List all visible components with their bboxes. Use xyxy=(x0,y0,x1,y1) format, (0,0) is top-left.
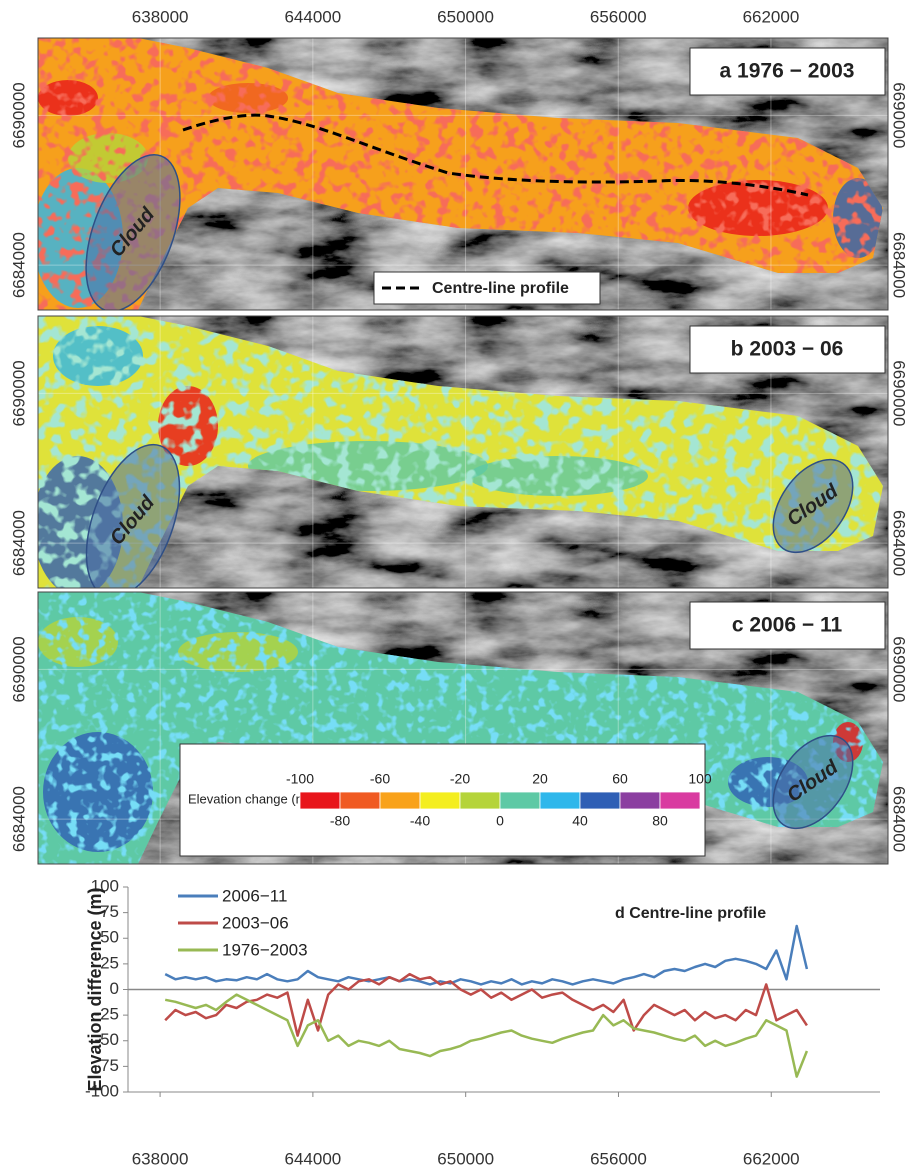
y-tick-label: 6690000 xyxy=(9,360,28,426)
y-tick-label-right: 6684000 xyxy=(890,786,907,852)
x-tick-label: 650000 xyxy=(437,1149,494,1168)
colorbar-title: Elevation change (m) xyxy=(188,791,311,806)
x-tick-label: 638000 xyxy=(132,1149,189,1168)
colorbar-tick-label: -100 xyxy=(286,771,314,787)
x-tick-label: 644000 xyxy=(284,7,341,26)
x-tick-label: 638000 xyxy=(132,7,189,26)
y-axis-title: Elevation difference (m) xyxy=(85,887,105,1091)
x-tick-label: 656000 xyxy=(590,7,647,26)
x-tick-label: 656000 xyxy=(590,1149,647,1168)
colorbar-swatch xyxy=(340,792,380,809)
legend-label: Centre-line profile xyxy=(432,280,569,297)
colorbar-swatch xyxy=(580,792,620,809)
colorbar-swatch xyxy=(660,792,700,809)
y-tick-label-right: 6690000 xyxy=(890,636,907,702)
colorbar-tick-label: -60 xyxy=(370,771,390,787)
y-tick-label: 6684000 xyxy=(9,786,28,852)
colorbar-tick-label: 80 xyxy=(652,813,668,829)
colorbar-tick-label: 100 xyxy=(688,771,712,787)
colorbar-swatch xyxy=(300,792,340,809)
colorbar-tick-label: 0 xyxy=(496,813,504,829)
colorbar-swatch xyxy=(420,792,460,809)
chart-title: d Centre-line profile xyxy=(615,905,766,922)
y-tick-label: 6690000 xyxy=(9,82,28,148)
panel-title: c 2006 − 11 xyxy=(732,614,843,637)
legend-label: 2006−11 xyxy=(222,886,287,905)
panel-title: b 2003 − 06 xyxy=(731,338,844,361)
y-tick-label: 6690000 xyxy=(9,636,28,702)
figure: Clouda 1976 − 2003Centre-line profile638… xyxy=(0,0,907,1173)
colorbar-tick-label: 40 xyxy=(572,813,588,829)
series-line xyxy=(165,995,807,1077)
colorbar-swatch xyxy=(540,792,580,809)
colorbar-swatch xyxy=(620,792,660,809)
x-tick-label: 644000 xyxy=(285,1149,342,1168)
colorbar-tick-label: -80 xyxy=(330,813,350,829)
colorbar-swatch xyxy=(380,792,420,809)
y-tick-label: 0 xyxy=(110,979,119,998)
y-tick-label-right: 6684000 xyxy=(890,510,907,576)
colorbar-swatch xyxy=(460,792,500,809)
y-tick-label: 6684000 xyxy=(9,510,28,576)
page: Clouda 1976 − 2003Centre-line profile638… xyxy=(0,0,907,1173)
colorbar-tick-label: 20 xyxy=(532,771,548,787)
x-tick-label: 650000 xyxy=(437,7,494,26)
y-tick-label-right: 6684000 xyxy=(890,232,907,298)
y-tick-label: 6684000 xyxy=(9,232,28,298)
colorbar-tick-label: 60 xyxy=(612,771,628,787)
colorbar-swatch xyxy=(500,792,540,809)
legend-label: 1976−2003 xyxy=(222,940,308,959)
x-tick-label: 662000 xyxy=(743,7,800,26)
y-tick-label-right: 6690000 xyxy=(890,360,907,426)
colorbar-tick-label: -40 xyxy=(410,813,430,829)
legend-label: 2003−06 xyxy=(222,913,289,932)
colorbar-tick-label: -20 xyxy=(450,771,470,787)
panel-title: a 1976 − 2003 xyxy=(720,60,855,83)
y-tick-label-right: 6690000 xyxy=(890,82,907,148)
x-tick-label: 662000 xyxy=(743,1149,800,1168)
